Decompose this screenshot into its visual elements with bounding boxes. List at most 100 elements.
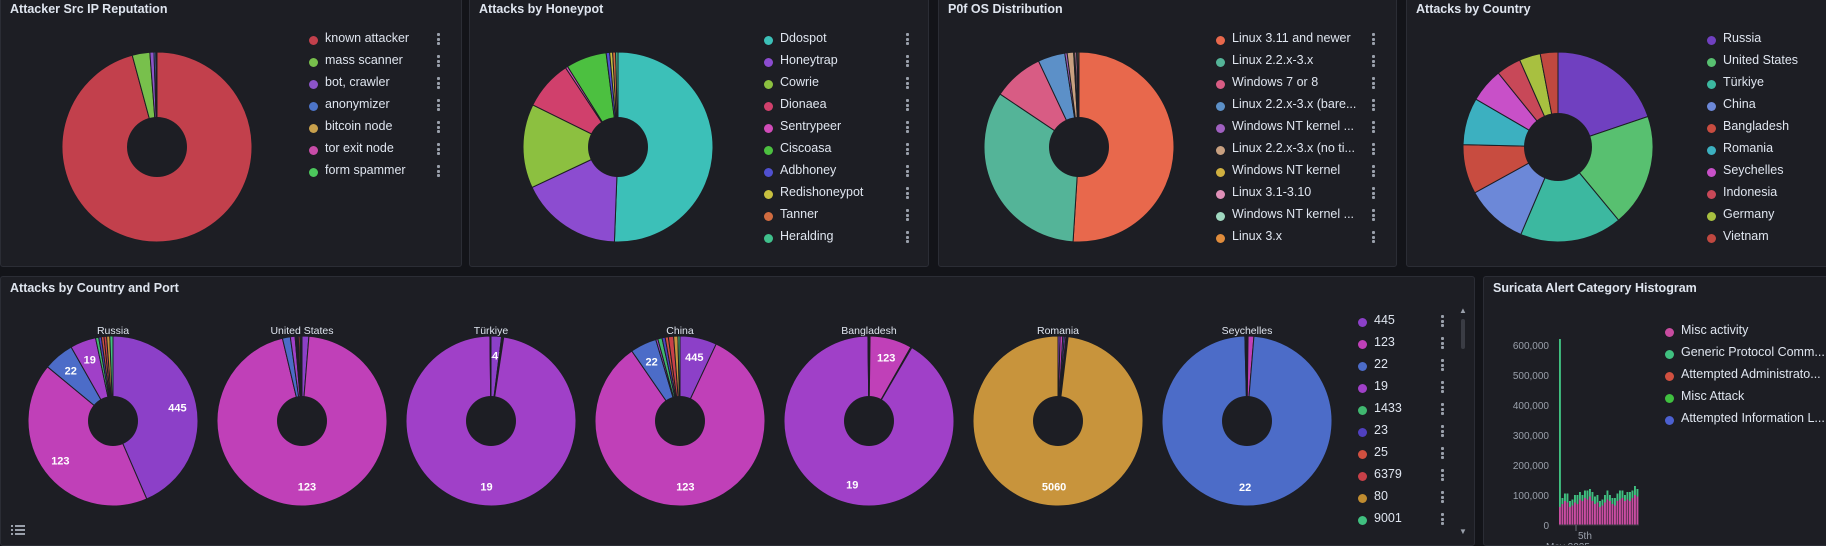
histogram-bar-misc-activity[interactable] <box>1582 501 1584 525</box>
legend-item[interactable]: Honeytrap <box>764 52 909 74</box>
legend-item[interactable]: Seychelles <box>1707 162 1826 184</box>
histogram-bar-misc-activity[interactable] <box>1607 500 1609 526</box>
legend-item-menu-icon[interactable] <box>1441 359 1445 373</box>
legend-item-menu-icon[interactable] <box>1441 469 1445 483</box>
legend-item-menu-icon[interactable] <box>906 77 910 91</box>
legend-item-menu-icon[interactable] <box>1372 187 1376 201</box>
histogram-bar-misc-activity[interactable] <box>1604 503 1606 526</box>
legend-item[interactable]: anonymizer <box>309 96 454 118</box>
histogram-bar-misc-activity[interactable] <box>1579 500 1581 526</box>
legend-item-menu-icon[interactable] <box>437 121 441 135</box>
histogram-bar-generic-protocol[interactable] <box>1592 492 1594 501</box>
legend-item-menu-icon[interactable] <box>437 165 441 179</box>
legend-item[interactable]: Linux 3.x <box>1216 228 1386 250</box>
legend-item[interactable]: bitcoin node <box>309 118 454 140</box>
histogram-bar-generic-protocol[interactable] <box>1574 495 1576 503</box>
histogram-bar-misc-activity[interactable] <box>1622 498 1624 525</box>
legend-item-menu-icon[interactable] <box>1441 491 1445 505</box>
histogram-bar-generic-protocol[interactable] <box>1584 491 1586 499</box>
histogram-bar-misc-activity[interactable] <box>1627 500 1629 526</box>
legend-item[interactable]: Windows 7 or 8 <box>1216 74 1386 96</box>
legend-item-menu-icon[interactable] <box>1372 121 1376 135</box>
legend-item-menu-icon[interactable] <box>1372 33 1376 47</box>
legend-item[interactable]: Windows NT kernel ... <box>1216 206 1386 228</box>
legend-item[interactable]: Bangladesh <box>1707 118 1826 140</box>
histogram-bar-generic-protocol[interactable] <box>1609 495 1611 501</box>
histogram-bar-generic-protocol[interactable] <box>1579 492 1581 500</box>
histogram-bar-misc-activity[interactable] <box>1574 503 1576 526</box>
legend-item[interactable]: Heralding <box>764 228 909 250</box>
legend-item[interactable]: 25 <box>1358 444 1458 466</box>
legend-item-menu-icon[interactable] <box>437 77 441 91</box>
legend-item[interactable]: mass scanner <box>309 52 454 74</box>
legend-item[interactable]: Cowrie <box>764 74 909 96</box>
legend-item-menu-icon[interactable] <box>1372 77 1376 91</box>
histogram-bar-generic-protocol[interactable] <box>1602 500 1604 506</box>
legend-item-menu-icon[interactable] <box>906 209 910 223</box>
legend-item[interactable]: bot, crawler <box>309 74 454 96</box>
histogram-bar-misc-activity[interactable] <box>1597 503 1599 526</box>
legend-item-menu-icon[interactable] <box>1441 513 1445 527</box>
histogram-bar-generic-protocol[interactable] <box>1564 494 1566 502</box>
histogram-bar-generic-protocol[interactable] <box>1627 492 1629 500</box>
legend-item-menu-icon[interactable] <box>437 143 441 157</box>
legend-item-menu-icon[interactable] <box>1372 231 1376 245</box>
legend-item-menu-icon[interactable] <box>906 121 910 135</box>
legend-item[interactable]: tor exit node <box>309 140 454 162</box>
histogram-bar-generic-protocol[interactable] <box>1622 491 1624 499</box>
histogram-bar-misc-activity[interactable] <box>1599 507 1601 525</box>
histogram-bar-misc-activity[interactable] <box>1619 500 1621 526</box>
legend-item[interactable]: Ddospot <box>764 30 909 52</box>
histogram-bar-generic-protocol[interactable] <box>1619 491 1621 500</box>
histogram-bar-misc-activity[interactable] <box>1614 506 1616 526</box>
legend-item-menu-icon[interactable] <box>1441 337 1445 351</box>
legend-item[interactable]: China <box>1707 96 1826 118</box>
legend-item[interactable]: Attempted Information L... <box>1665 410 1826 432</box>
legend-item-menu-icon[interactable] <box>1441 315 1445 329</box>
histogram-bar-misc-activity[interactable] <box>1632 498 1634 525</box>
legend-item[interactable]: 123 <box>1358 334 1458 356</box>
histogram-bar-misc-activity[interactable] <box>1609 501 1611 525</box>
histogram-bar-generic-protocol[interactable] <box>1612 498 1614 504</box>
legend-item[interactable]: 22 <box>1358 356 1458 378</box>
legend-item-menu-icon[interactable] <box>1441 425 1445 439</box>
histogram-bar-generic-protocol[interactable] <box>1587 491 1589 500</box>
histogram-bar-misc-activity[interactable] <box>1559 507 1561 525</box>
histogram-bar-generic-protocol[interactable] <box>1637 489 1639 497</box>
histogram-bar-misc-activity[interactable] <box>1594 504 1596 525</box>
legend-item[interactable]: 19 <box>1358 378 1458 400</box>
legend-item[interactable]: form spammer <box>309 162 454 184</box>
histogram-bar-misc-activity[interactable] <box>1564 501 1566 525</box>
histogram-bar-generic-protocol[interactable] <box>1632 491 1634 499</box>
legend-item-menu-icon[interactable] <box>1372 55 1376 69</box>
legend-item[interactable]: 6379 <box>1358 466 1458 488</box>
legend-item[interactable]: Linux 2.2.x-3.x (no ti... <box>1216 140 1386 162</box>
legend-item[interactable]: Linux 2.2.x-3.x (bare... <box>1216 96 1386 118</box>
histogram-bar-misc-activity[interactable] <box>1629 501 1631 525</box>
legend-item-menu-icon[interactable] <box>906 143 910 157</box>
legend-item-menu-icon[interactable] <box>1441 381 1445 395</box>
histogram-bar-generic-protocol[interactable] <box>1617 494 1619 502</box>
histogram-bar-generic-protocol[interactable] <box>1604 495 1606 503</box>
legend-item[interactable]: 1433 <box>1358 400 1458 422</box>
histogram-bar-generic-protocol[interactable] <box>1614 498 1616 506</box>
legend-item[interactable]: Redishoneypot <box>764 184 909 206</box>
legend-item-menu-icon[interactable] <box>1372 165 1376 179</box>
legend-item-menu-icon[interactable] <box>1441 403 1445 417</box>
legend-item-menu-icon[interactable] <box>1441 447 1445 461</box>
histogram-bar-misc-activity[interactable] <box>1592 501 1594 525</box>
histogram-bar-generic-protocol[interactable] <box>1569 501 1571 507</box>
histogram-bar-generic-protocol[interactable] <box>1582 495 1584 501</box>
legend-item[interactable]: 23 <box>1358 422 1458 444</box>
histogram-bar-misc-activity[interactable] <box>1572 506 1574 526</box>
histogram-bar-misc-activity[interactable] <box>1602 506 1604 526</box>
histogram-bar-misc-activity[interactable] <box>1624 501 1626 525</box>
legend-item[interactable]: known attacker <box>309 30 454 52</box>
legend-item[interactable]: 9001 <box>1358 510 1458 532</box>
legend-item[interactable]: Tanner <box>764 206 909 228</box>
histogram-bar-misc-activity[interactable] <box>1634 495 1636 525</box>
histogram-bar-generic-protocol[interactable] <box>1567 494 1569 503</box>
histogram-bar-generic-protocol[interactable] <box>1607 491 1609 500</box>
legend-item[interactable]: Türkiye <box>1707 74 1826 96</box>
legend-item[interactable]: United States <box>1707 52 1826 74</box>
